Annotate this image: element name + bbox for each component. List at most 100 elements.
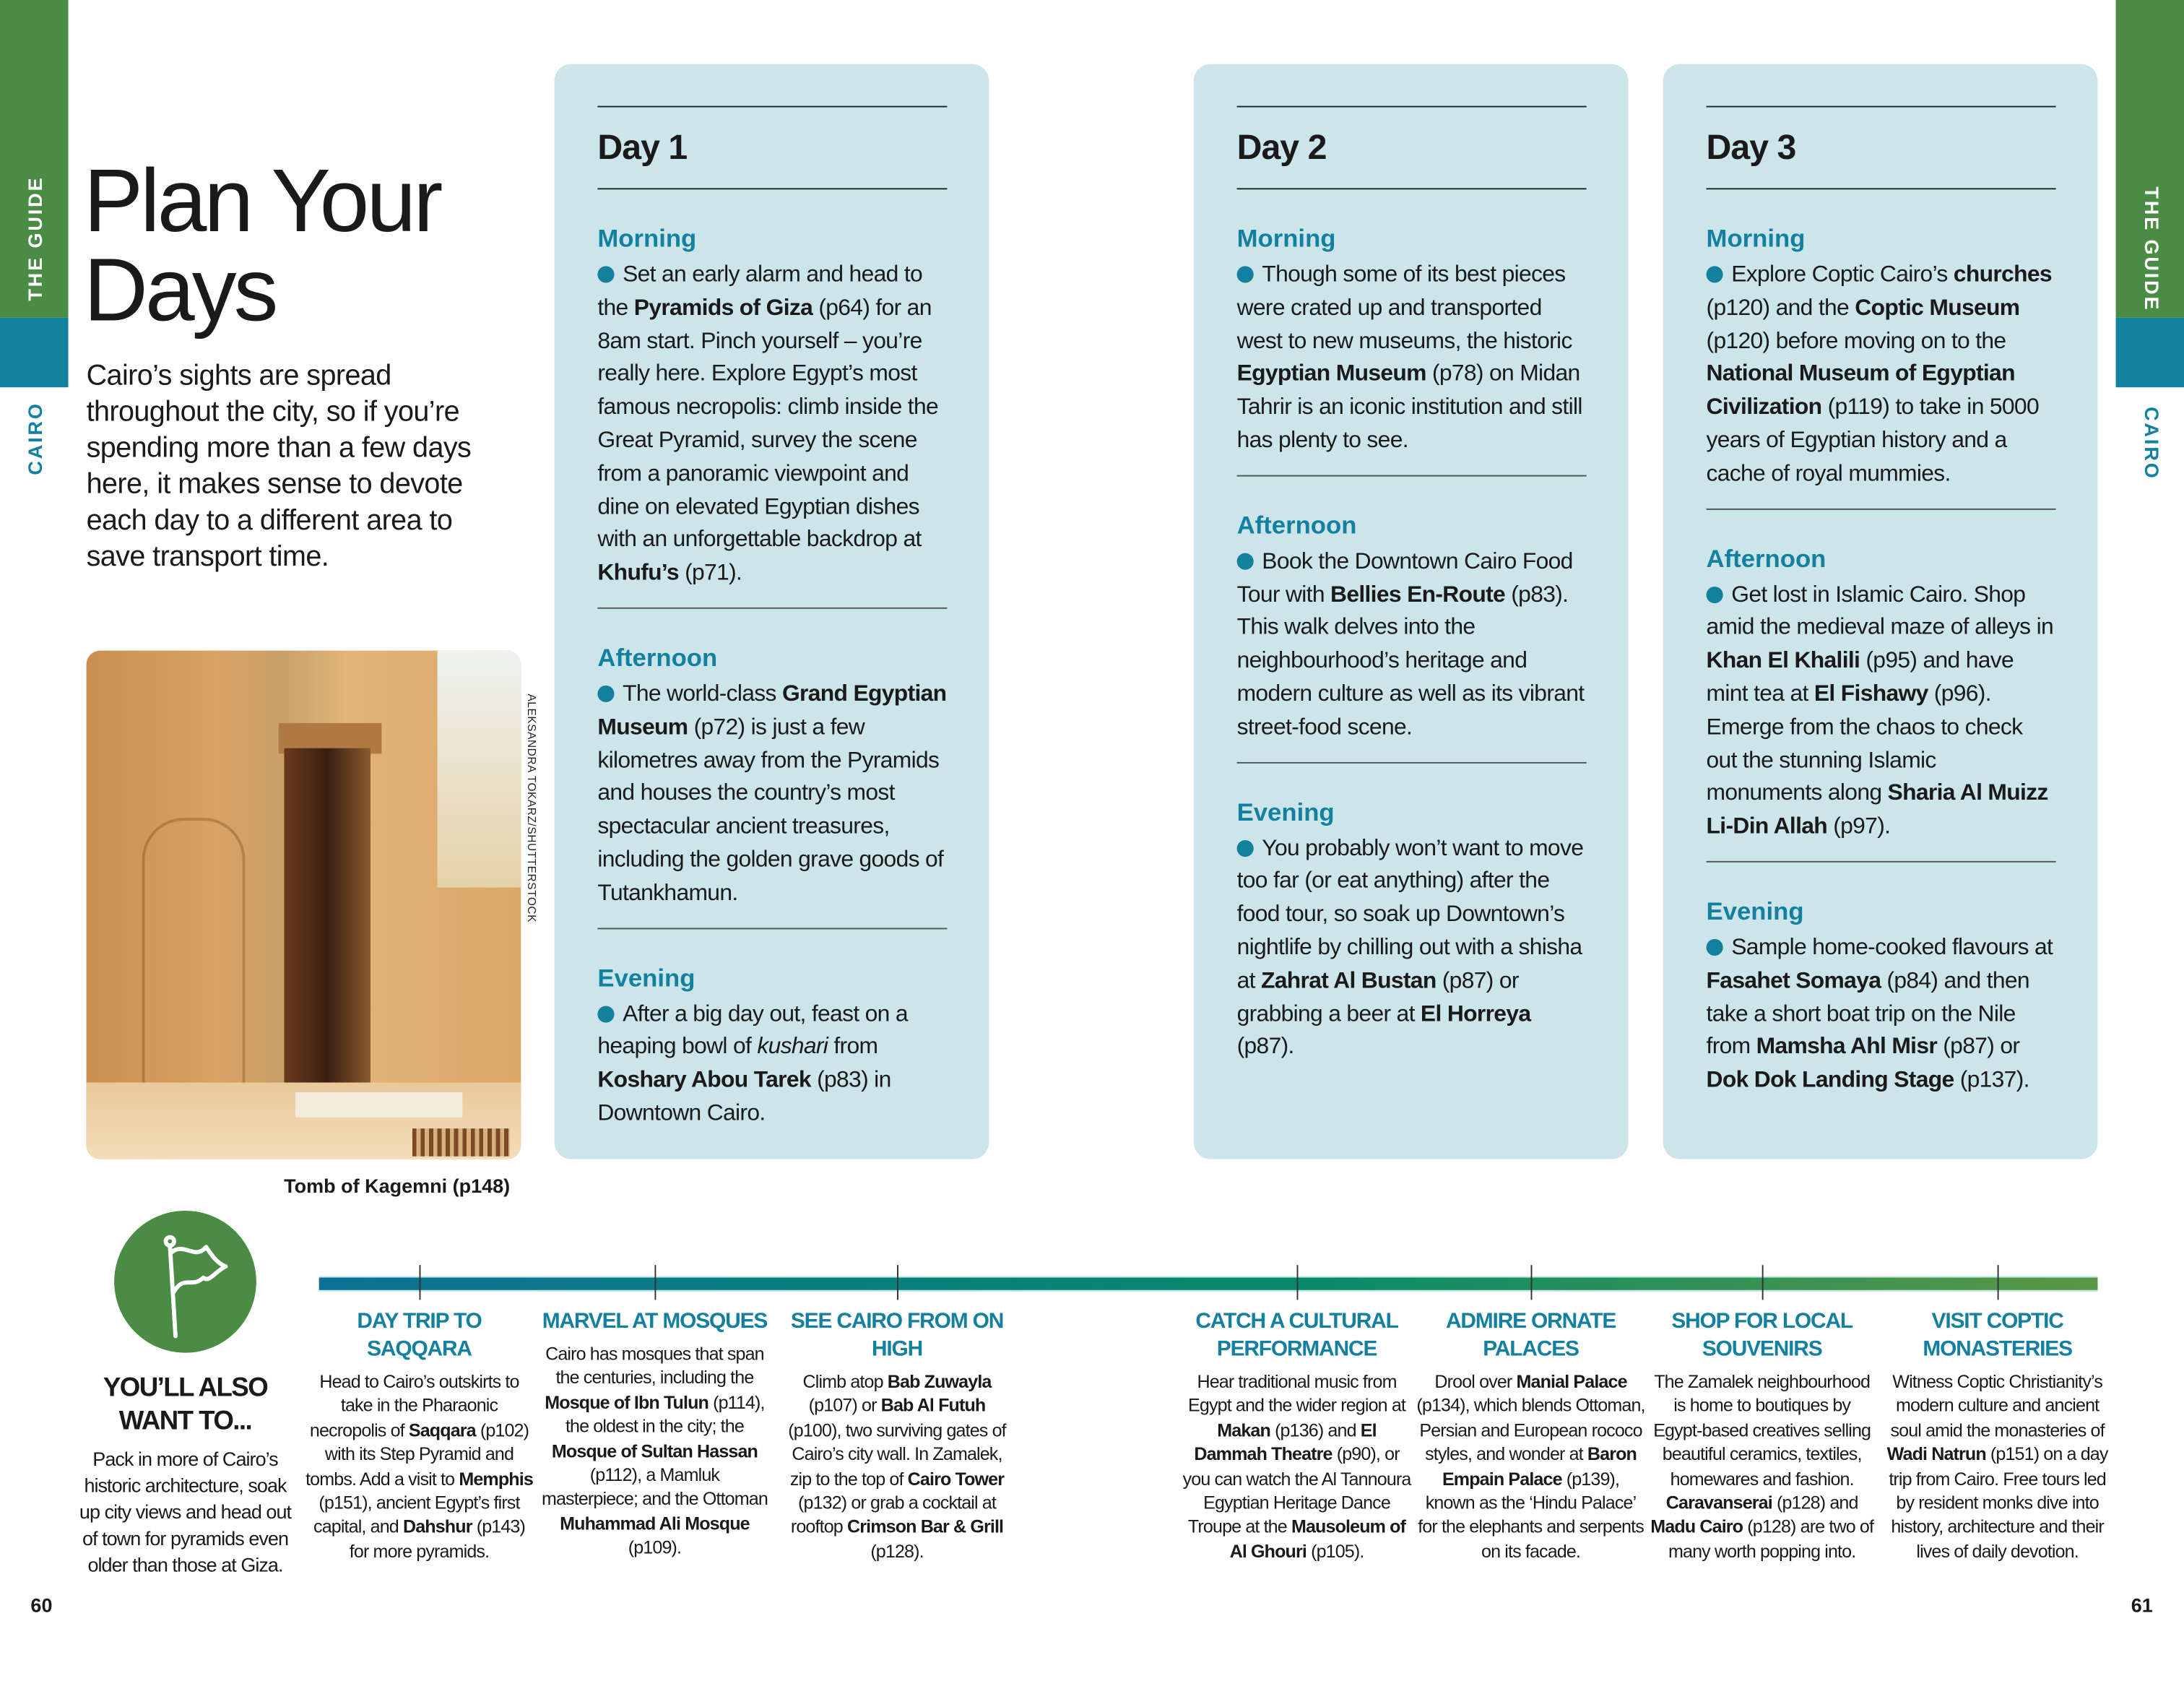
section-text: You probably won’t want to move too far … (1236, 832, 1587, 1064)
right-section-tab: THE GUIDE CAIRO (2115, 0, 2184, 1680)
text-segment: (p64) for an 8am start. Pinch yourself –… (597, 295, 939, 553)
text-segment: (p112), a Mamluk masterpiece; and the Ot… (541, 1464, 768, 1510)
place-name: Manial Pal­ace (1516, 1370, 1627, 1392)
text-segment: Set an early alarm and head to the (597, 262, 923, 321)
text-segment: (p109). (628, 1537, 682, 1558)
section-text: Book the Downtown Cairo Food Tour with B… (1236, 546, 1587, 745)
timeline-bar (318, 1276, 2098, 1292)
also-item: SEE CAIRO FROM ON HIGH Climb atop Bab Zuw… (783, 1308, 1011, 1563)
intro-text: Cairo’s sights are spread throughout the… (86, 359, 472, 573)
text-segment: (p128). (870, 1540, 924, 1562)
tomb-photo (86, 650, 521, 1159)
place-name: Bab Zuwayla (887, 1370, 992, 1392)
place-name: El Fishawy (1814, 681, 1928, 706)
also-item-text: Drool over Manial Pal­ace (p134), which … (1416, 1370, 1645, 1564)
city-label: CAIRO (23, 402, 46, 475)
section-text: Sample home-cooked flavours at Fasahet S… (1706, 932, 2056, 1097)
place-name: Caravanserai (1665, 1492, 1773, 1513)
text-segment: (p143) for more pyramids. (349, 1516, 526, 1562)
place-name: Egyptian Museum (1236, 361, 1427, 386)
section-heading: Evening (1236, 798, 1335, 826)
text-segment: Cairo has mosques that span the centurie… (545, 1343, 765, 1388)
text-segment: (p151), ancient Egypt’s first capital, a… (313, 1492, 520, 1538)
bullet-icon (1706, 938, 1723, 956)
text-segment: Hear traditional music from Egypt and th… (1188, 1370, 1406, 1417)
place-name: churches (1953, 262, 2053, 288)
text-segment: (p102) with its Step Pyramid and tombs. … (306, 1419, 529, 1489)
also-item-heading: ADMIRE ORNATE PALACES (1445, 1309, 1616, 1362)
place-name: Memphis (459, 1468, 533, 1489)
text-segment: (p96). Emerge from the chaos to check ou… (1706, 681, 2024, 806)
also-item: CATCH A CULTURAL PERFORMANCE Hear traditi… (1182, 1308, 1412, 1563)
place-name: National Museum of Egyptian Civilization (1706, 361, 2016, 420)
also-item-heading: DAY TRIP TO SAQQARA (357, 1309, 482, 1362)
city-label: CAIRO (2141, 407, 2164, 480)
text-segment: (p151) on a day trip from Cairo. Free to… (1889, 1443, 2108, 1562)
also-item-heading: MARVEL AT MOSQUES (542, 1309, 768, 1334)
section-heading: Evening (1706, 896, 1804, 925)
place-name: Mamsha Ahl Misr (1756, 1034, 1938, 1060)
text-segment: (p128) are two of many worth popping int… (1668, 1516, 1874, 1562)
text-segment: (p83) in Downtown Cairo. (597, 1067, 891, 1126)
text-segment: The Zamalek neigh­bourhood is home to bo… (1653, 1370, 1871, 1489)
timeline-tick (1530, 1265, 1533, 1300)
text-segment: (p100), two surviving gates of Cairo’s c… (788, 1419, 1006, 1489)
place-name: Khufu’s (597, 560, 679, 586)
text-segment: (p87). (1236, 1034, 1295, 1060)
place-name: Muhammad Ali Mosque (560, 1513, 750, 1534)
bullet-icon (1236, 266, 1254, 283)
bullet-icon (597, 685, 615, 702)
also-item-heading: VISIT COPTIC MONASTERIES (1923, 1309, 2073, 1362)
place-name: Cairo Tower (907, 1468, 1005, 1489)
also-title: YOU’LL ALSO WANT TO... (103, 1373, 269, 1437)
photo-caption: Tomb of Kagemni (p148) (284, 1174, 511, 1197)
place-name: Baron Empain Palace (1442, 1443, 1637, 1489)
also-text: Pack in more of Cairo’s historic archite… (79, 1447, 292, 1576)
page-number-right: 61 (2131, 1594, 2153, 1617)
place-name: Koshary Abou Tarek (597, 1067, 811, 1093)
text-segment: Sample home-cooked flavours at (1731, 935, 2053, 960)
bullet-icon (597, 1005, 615, 1022)
section-text: After a big day out, feast on a heaping … (597, 998, 947, 1131)
section-label: THE GUIDE (23, 176, 46, 301)
day-section: Morning Set an early alarm and head to th… (597, 189, 947, 608)
section-text: Though some of its best pieces were crat… (1236, 259, 1587, 458)
text-segment: (p84) and then take a short boat trip on… (1706, 967, 2030, 1060)
place-name: El Dammah Theatre (1194, 1419, 1377, 1465)
place-name: Bellies En-Route (1330, 582, 1506, 608)
place-name: Dok Dok Landing Stage (1706, 1067, 1955, 1093)
day-section: Afternoon The world-class Grand Egyptian … (597, 607, 948, 928)
timeline-tick (1296, 1265, 1299, 1300)
place-name: El Horreya (1420, 1001, 1531, 1027)
also-item: VISIT COPTIC MONASTERIES Witness Coptic C… (1883, 1308, 2111, 1563)
also-item-heading: SHOP FOR LOCAL SOUVENIRS (1671, 1309, 1853, 1362)
text-segment: (p137). (1954, 1067, 2030, 1093)
day-title: Day 3 (1706, 105, 2056, 190)
section-heading: Evening (597, 963, 696, 992)
text-segment: (p105). (1306, 1540, 1364, 1562)
bullet-icon (1236, 839, 1254, 857)
day-section: Evening You probably won’t want to move t… (1236, 761, 1587, 1081)
section-text: Get lost in Islamic Cairo. Shop amid the… (1706, 579, 2056, 844)
day-panel-2: Day 2 Morning Though some of its best piec… (1193, 64, 1629, 1159)
day-title: Day 2 (1236, 105, 1587, 190)
also-item: DAY TRIP TO SAQQARA Head to Cairo’s outsk… (305, 1308, 534, 1563)
day-section: Evening After a big day out, feast on a h… (597, 927, 948, 1148)
place-name: Zahrat Al Bustan (1260, 967, 1436, 993)
text-segment: (p97). (1827, 813, 1891, 839)
text-segment: (p87) or (1937, 1034, 2020, 1060)
also-item: MARVEL AT MOSQUES Cairo has mosques that … (540, 1308, 768, 1560)
text-segment: Witness Coptic Christianity’s modern cul… (1890, 1370, 2105, 1440)
text-segment: Drool over (1434, 1370, 1517, 1392)
also-item: ADMIRE ORNATE PALACES Drool over Manial P… (1416, 1308, 1645, 1564)
text-segment: (p71). (678, 560, 742, 586)
bullet-icon (1706, 586, 1723, 603)
text-segment: (p83). This walk delves into the neighbo… (1236, 582, 1585, 740)
also-item-heading: CATCH A CULTURAL PERFORMANCE (1195, 1309, 1399, 1362)
text-segment: You probably won’t want to move too far … (1236, 835, 1584, 993)
text-segment: Though some of its best pieces were crat… (1236, 262, 1573, 354)
place-name: Crimson Bar & Grill (846, 1516, 1004, 1538)
text-segment: (p120) and the (1706, 295, 1855, 321)
text-segment: (p136) and (1270, 1419, 1361, 1440)
photo-credit: ALEKSANDRA TOKARZ/SHUTTERSTOCK (525, 693, 538, 923)
